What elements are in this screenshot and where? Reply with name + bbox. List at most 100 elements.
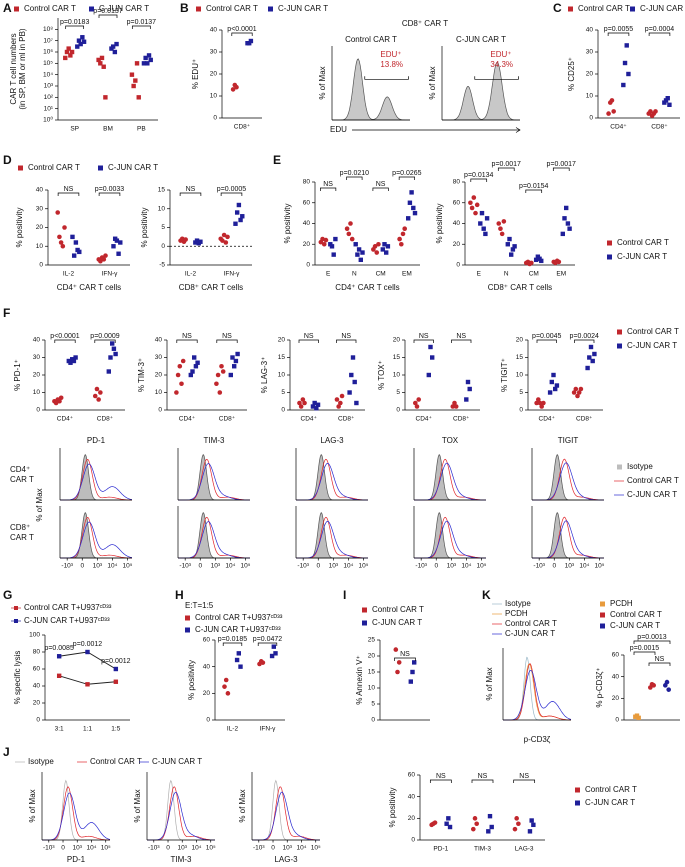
histogram-curve [60,521,133,559]
data-point [188,372,193,378]
data-point [312,400,317,406]
data-point [234,84,239,90]
y-tick-label: 60 [33,666,41,673]
panel-label: J [3,745,10,759]
y-axis-label: % TOX⁺ [377,360,386,390]
subplot-title: Control CAR T [345,35,397,44]
data-point [111,346,117,351]
data-point [412,210,418,216]
data-point [219,363,224,369]
data-point [69,49,75,55]
panel-label: E [273,153,281,167]
x-tick-label: 10⁵ [311,845,321,852]
data-point [298,404,304,409]
data-point [400,231,406,237]
data-point [230,87,236,92]
data-point [498,226,503,231]
x-tick-label: 10⁴ [343,563,353,570]
y-axis-label: % specific lysis [13,651,22,705]
data-point [430,355,435,360]
x-tick-label: -10³ [415,563,427,570]
data-point [474,202,480,208]
data-point [611,109,616,114]
data-point [236,202,242,208]
significance-bracket [413,339,434,343]
data-point [413,400,418,406]
histogram-curve [178,453,250,501]
y-axis-label: % EDU⁺ [191,59,200,89]
data-point [551,372,556,378]
data-point [92,393,98,399]
data-point [85,682,90,687]
data-point [467,386,472,392]
data-point [238,217,243,223]
data-point [402,226,408,231]
x-tick-label: 0 [61,845,65,852]
annotation: p=0.0134 [464,172,493,179]
x-tick-label: N [504,271,509,278]
x-axis-label: CD8⁺ CAR T cells [488,283,552,292]
legend-label: C-JUN CAR T [99,4,149,13]
significance-bracket [525,189,543,193]
x-tick-label: IFN-γ [224,271,241,278]
data-point [129,72,135,77]
legend-label: Control CAR T [505,619,557,628]
legend-label: Control CAR T [585,785,637,794]
data-point [228,372,233,378]
histogram-curve [42,792,111,841]
column-title: TIGIT [558,436,579,445]
data-point [232,364,237,369]
y-tick-label: 10³ [44,83,54,90]
data-point [338,400,343,406]
histogram-curve [60,463,133,501]
legend-label: C-JUN CAR T [505,629,555,638]
data-point [587,355,592,360]
data-point [516,821,521,827]
data-point [469,205,475,211]
data-point [354,400,359,406]
panel-label: D [3,153,12,167]
data-point [512,826,518,832]
legend-label: Control CAR T+U937ᶜᴰ³³ [195,613,283,622]
x-tick-label: 0 [166,845,170,852]
x-tick-label: 10⁵ [594,563,604,570]
histogram-curve [178,463,250,501]
legend-label: Isotype [627,462,653,471]
data-point [626,71,631,77]
y-axis-label: (in SP, BM or ml in PB) [18,28,27,110]
legend-label: C-JUN CAR T [640,4,685,13]
y-tick-label: 10¹ [44,105,54,112]
significance-bracket [336,339,357,343]
x-tick-label: N [352,271,357,278]
y-tick-label: 0 [36,717,40,724]
data-point [624,43,629,48]
y-tick-label: 10 [36,243,44,250]
subplot-title: C-JUN CAR T [456,35,506,44]
annotation: NS [436,773,446,780]
y-tick-label: 20 [586,71,594,78]
annotation: p=0.0017 [547,161,576,168]
data-point [336,404,341,409]
data-point [510,247,516,252]
annotation: p=0.0137 [93,8,122,15]
legend-label: Control CAR T [372,605,424,614]
y-axis-label: % of Max [133,789,142,822]
annotation: p=0.0154 [519,183,548,190]
data-point [556,259,562,265]
data-point [479,210,485,216]
data-point [553,386,558,392]
x-tick-label: 10³ [283,845,293,852]
annotation: NS [222,333,232,340]
data-point [179,381,184,387]
row-label: CD8⁺ [10,523,30,532]
x-tick-label: CD8⁺ [219,416,236,423]
histogram-curve [532,453,604,501]
y-tick-label: 10 [155,389,163,396]
data-point [481,226,486,231]
data-point [57,398,62,404]
annotation: NS [655,656,665,663]
y-axis-label: % positivity [388,787,397,827]
data-point [355,252,360,257]
y-tick-label: 5 [281,389,285,396]
